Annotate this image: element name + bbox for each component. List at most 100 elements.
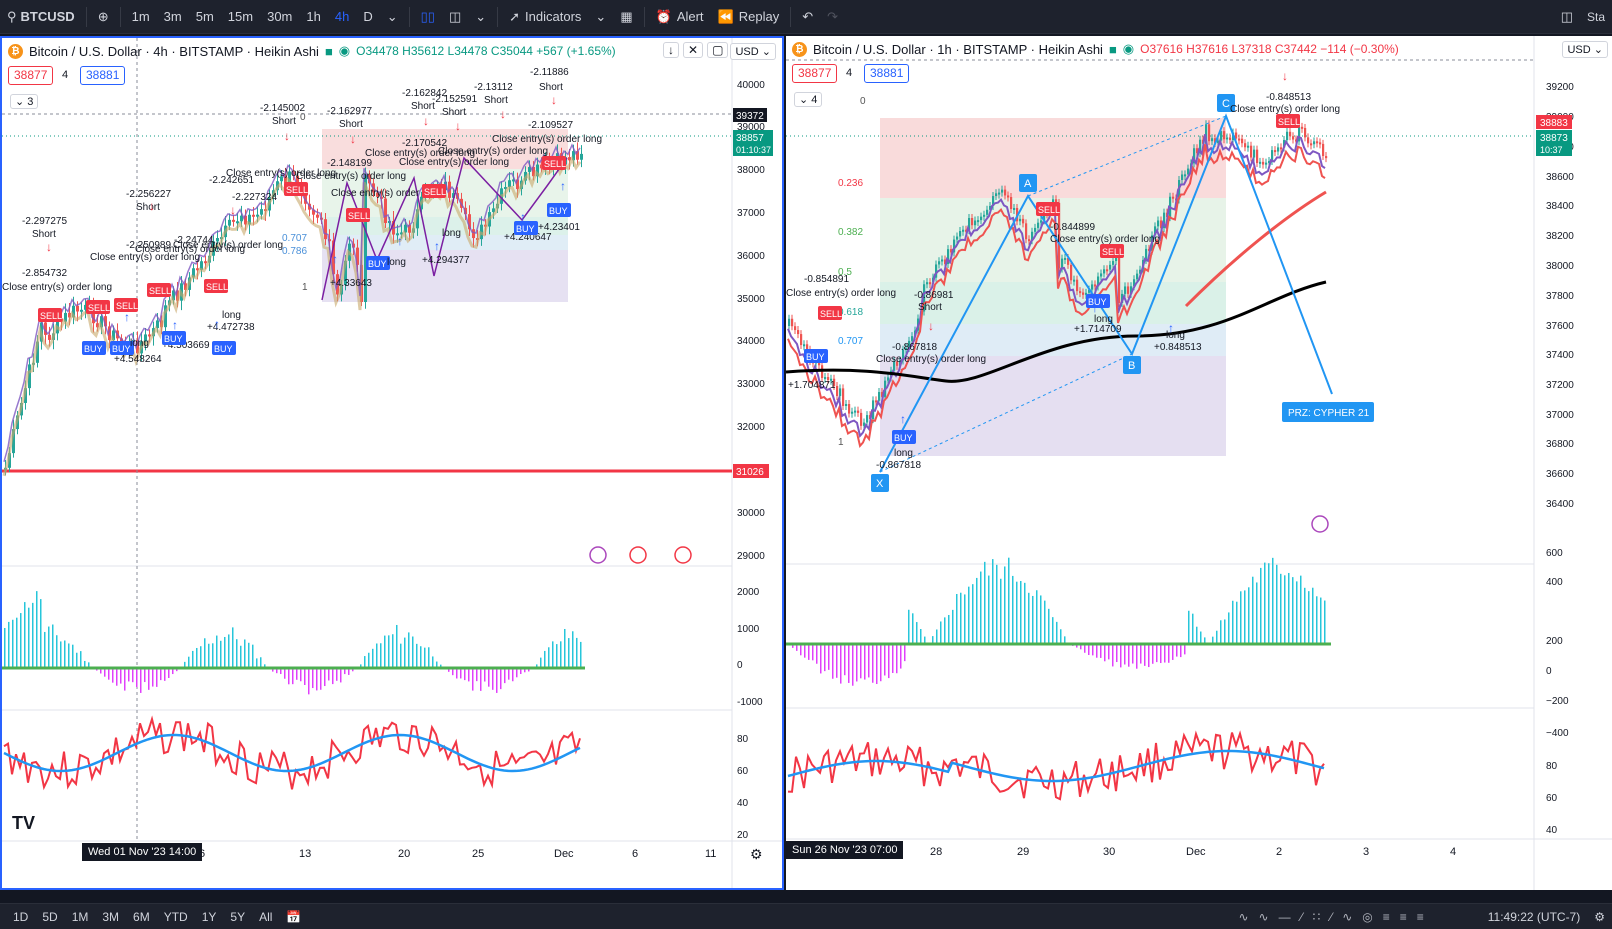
interval-1h[interactable]: 1h <box>306 9 321 24</box>
ma-200 <box>786 280 1327 383</box>
buy-price-chip[interactable]: 38881 <box>80 66 126 85</box>
settings-button[interactable]: ⚙ <box>1587 910 1612 924</box>
close-icon[interactable]: ✕ <box>683 42 704 58</box>
replay-button[interactable]: ⏪ Replay <box>711 0 787 34</box>
interval-dropdown[interactable]: ⌄ <box>380 0 405 34</box>
start-label[interactable]: Sta <box>1586 9 1605 24</box>
right-currency-select[interactable]: USD ⌄ <box>1562 41 1608 58</box>
strategy-annotation: Close entry(s) order long <box>331 188 441 199</box>
drawing-tools[interactable]: ∿∿—⁄∷⁄∿◎≡≡≡ <box>1238 909 1434 924</box>
sell-arrow-icon: ↓ <box>928 319 934 333</box>
candle-body <box>1154 226 1157 236</box>
candle-body <box>248 214 251 225</box>
candle-body <box>998 192 1001 195</box>
macd-bar <box>1256 582 1258 644</box>
macd-bar <box>1036 590 1038 644</box>
candle-body <box>468 214 471 230</box>
macd-bar <box>1236 601 1238 644</box>
range-5d[interactable]: 5D <box>42 909 58 924</box>
macd-bar <box>20 613 22 668</box>
interval-1m[interactable]: 1m <box>131 9 150 24</box>
macd-bar <box>1212 636 1214 644</box>
indicators-button[interactable]: ➚ Indicators <box>502 0 588 34</box>
candle-body <box>284 176 287 183</box>
candle-body <box>1040 220 1043 223</box>
buy-arrow-icon: ↑ <box>560 179 566 193</box>
macd-bar <box>904 644 906 662</box>
range-all[interactable]: All <box>259 909 273 924</box>
strategy-annotation: +1.704871 <box>788 380 836 391</box>
candle-body <box>1196 148 1199 154</box>
interval-15m[interactable]: 15m <box>227 9 254 24</box>
price-tag-a: 38883 <box>1540 118 1568 129</box>
candle-body <box>316 214 319 218</box>
candle-body <box>1082 292 1085 295</box>
range-6m[interactable]: 6M <box>133 909 150 924</box>
left-currency-select[interactable]: USD ⌄ <box>730 43 776 60</box>
candle-body <box>136 339 139 354</box>
range-1m[interactable]: 1M <box>71 909 89 924</box>
range-ytd[interactable]: YTD <box>163 909 188 924</box>
clock-time[interactable]: 11:49:22 (UTC-7) <box>1487 909 1581 924</box>
macd-bar <box>1224 619 1226 644</box>
candle-body <box>1094 284 1097 287</box>
undo-button[interactable]: ↶ <box>795 0 820 34</box>
chart-type-dropdown[interactable]: ⌄ <box>468 0 493 34</box>
interval-4h[interactable]: 4h <box>334 9 350 24</box>
sell-price-chip[interactable]: 38877 <box>792 64 838 83</box>
bar-type-button[interactable]: ◫ <box>442 0 468 34</box>
macd-bar <box>364 656 366 668</box>
arrow-down-icon[interactable]: ↓ <box>663 42 679 58</box>
indicators-dropdown[interactable]: ⌄ <box>588 0 613 34</box>
panel-toggle-button[interactable]: ◫ <box>1554 0 1580 34</box>
macd-bar <box>260 657 262 668</box>
layout-button[interactable]: ▦ <box>613 0 639 34</box>
macd-bar <box>876 644 878 685</box>
right-chart-panel[interactable]: 3920039000388003860038400382003800037800… <box>786 36 1612 890</box>
candle-body <box>941 259 944 262</box>
macd-bar <box>1324 600 1326 644</box>
bottom-toolbar: 1D 5D 1M 3M 6M YTD 1Y 5Y All 📅 ∿∿—⁄∷⁄∿◎≡… <box>0 903 1612 929</box>
range-3m[interactable]: 3M <box>102 909 120 924</box>
candle-body <box>1013 207 1016 210</box>
range-5y[interactable]: 5Y <box>230 909 246 924</box>
candle-body <box>1136 273 1139 280</box>
interval-30m[interactable]: 30m <box>267 9 293 24</box>
buy-arrow-icon: ↑ <box>124 310 130 324</box>
buy-badge-label: BUY <box>84 344 103 354</box>
y-tick-label: 37800 <box>1546 291 1574 302</box>
macd-bar <box>972 584 974 644</box>
interval-d[interactable]: D <box>363 9 373 24</box>
candle-body <box>947 249 950 265</box>
symbol-search[interactable]: ⚲ BTCUSD <box>0 0 82 34</box>
macd-bar <box>1312 587 1314 644</box>
maximize-icon[interactable]: ▢ <box>707 42 729 58</box>
indicators-collapse-button[interactable]: ⌄ 4 <box>794 92 823 107</box>
range-1d[interactable]: 1D <box>13 909 29 924</box>
x-tick: 11 <box>705 848 717 860</box>
y-tick-label: -1000 <box>737 697 763 708</box>
candle-body <box>788 318 791 326</box>
left-chart-canvas[interactable]: 4000039000380003700036000350003400033000… <box>2 38 782 888</box>
macd-bar <box>12 619 14 668</box>
macd-bar <box>240 645 242 668</box>
sell-price-chip[interactable]: 38877 <box>8 66 54 85</box>
fib-label: 1 <box>302 282 308 293</box>
date-range-button[interactable]: 📅 <box>279 910 308 924</box>
alert-button[interactable]: ⏰ Alert <box>649 0 711 34</box>
candle-body <box>1259 161 1262 164</box>
left-chart-panel[interactable]: 40000 39000 38000 37000 36000 35000 34000 33000… <box>0 36 784 890</box>
macd-bar <box>1048 608 1050 644</box>
macd-bar <box>1124 644 1126 665</box>
right-chart-canvas[interactable]: 3920039000388003860038400382003800037800… <box>786 36 1612 890</box>
indicators-collapse-button[interactable]: ⌄ 3 <box>10 94 39 109</box>
redo-button[interactable]: ↷ <box>820 0 845 34</box>
range-1y[interactable]: 1Y <box>201 909 217 924</box>
buy-price-chip[interactable]: 38881 <box>864 64 910 83</box>
interval-5m[interactable]: 5m <box>195 9 214 24</box>
interval-3m[interactable]: 3m <box>163 9 182 24</box>
settings-gear[interactable]: ⚙ <box>750 846 763 863</box>
compare-button[interactable]: ⊕ <box>91 0 116 34</box>
candle-body <box>528 167 531 172</box>
chart-type-button[interactable]: ▯▯ <box>414 0 442 34</box>
